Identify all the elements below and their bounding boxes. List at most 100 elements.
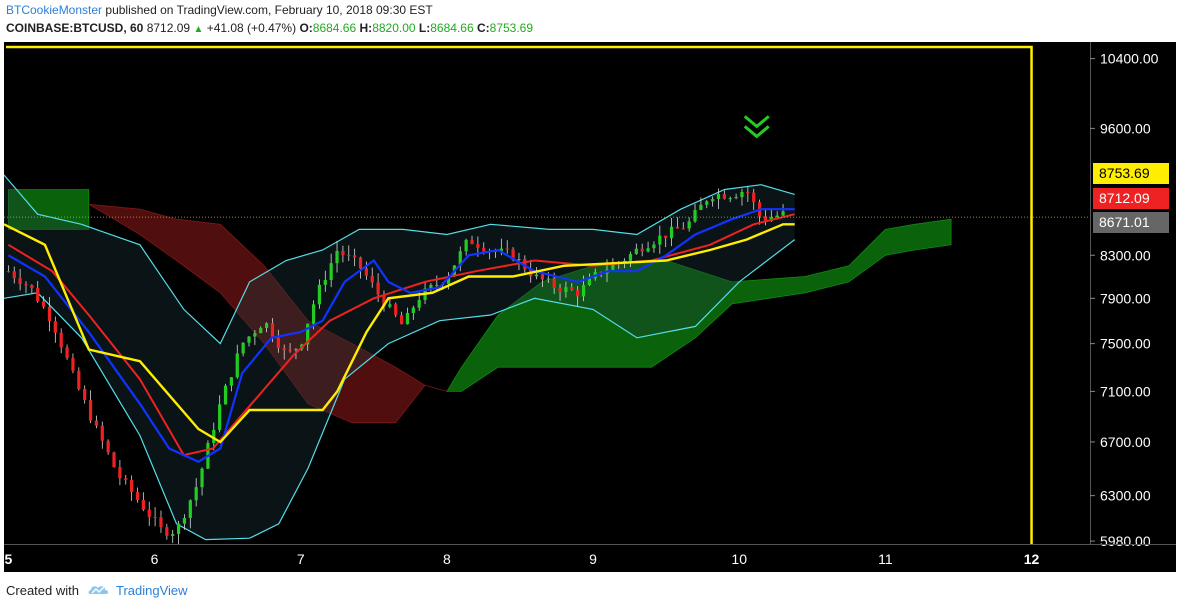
candle-body [194,487,198,501]
chart-area[interactable]: 5980.00 6300.00 6700.00 7100.00 7500.00 7900.… [3,42,1176,572]
candle-body [317,284,322,305]
candle-body [311,304,316,324]
price-tag-bg [1093,188,1169,209]
candle-body [699,204,703,210]
candle-body [223,385,228,405]
candle-body [552,278,556,288]
candle-body [306,323,310,345]
candle-body [182,517,187,524]
candle-body [88,399,93,421]
candle-body [218,404,222,430]
candle-body [77,370,81,390]
candle-body [646,248,650,252]
candle-body [100,425,104,441]
candle-body [270,323,275,338]
candle-body [347,254,351,256]
candle-body [41,301,46,307]
bollinger-upper-line [3,174,795,345]
candle-body [728,198,732,200]
candle-body [558,287,562,293]
candle-body [294,348,298,350]
publish-line: BTCookieMonster published on TradingView… [6,3,433,17]
ichimoku-cloud-bull-0 [7,189,90,230]
price-axis[interactable]: 5980.00 6300.00 6700.00 7100.00 7500.00 7900.… [1090,42,1169,549]
candle-body [264,323,269,329]
candle-body [118,467,122,479]
open-value: 8684.66 [312,21,357,35]
candle-body [36,288,40,302]
candle-body [511,249,515,261]
candle-body [435,284,439,286]
candle-body [200,468,204,488]
price-tick-label: 5980.00 [1100,533,1151,549]
price-tick-label: 10400.00 [1100,51,1159,67]
time-tick-label: 8 [443,551,451,567]
candle-body [24,284,28,286]
candle-body [229,377,234,386]
close-label: C: [476,21,490,35]
candle-body [405,312,410,325]
tradingview-link[interactable]: TradingView [116,583,188,598]
candle-body [775,215,779,218]
high-value: 8820.00 [372,21,416,35]
time-axis[interactable]: 5 6 7 8 9 10 11 12 [4,544,1176,568]
candle-body [628,253,633,261]
candle-body [740,191,744,198]
candle-body [159,517,163,528]
last-price: 8712.09 [146,21,191,35]
candle-body [212,429,216,443]
candle-body [482,247,486,252]
candle-body [564,287,568,293]
candle-body [247,336,251,343]
chart-header: BTCookieMonster published on TradingView… [0,0,1182,42]
price-chart-svg[interactable]: 5980.00 6300.00 6700.00 7100.00 7500.00 7900.… [3,42,1176,572]
candle-body [640,248,644,252]
candle-body [458,251,462,266]
candle-body [141,499,145,510]
ohlc-line: COINBASE:BTCUSD, 60 8712.09 ▲ +41.08 (+0… [6,21,533,35]
candle-body [411,307,415,313]
indicator-lines-layer [3,208,795,463]
candle-body [417,299,421,308]
candle-body [517,258,521,261]
time-tick-label: 10 [731,551,747,567]
candle-body [734,197,738,199]
author-link[interactable]: BTCookieMonster [6,3,103,17]
price-tick-label: 7100.00 [1100,383,1151,399]
candle-body [540,274,545,280]
price-tick-label: 9600.00 [1100,120,1151,136]
published-text: published on TradingView.com, February 1… [105,3,433,17]
candle-body [534,274,539,277]
candle-body [693,209,697,222]
candle-body [364,268,368,276]
candle-body [388,304,392,307]
candle-body [399,315,404,325]
candle-body [476,244,480,248]
up-arrow-icon: ▲ [193,24,204,35]
chevron-down-icon [743,125,770,139]
candle-body [165,527,169,536]
time-tick-label: 7 [297,551,305,567]
candle-body [523,258,527,270]
candle-body [382,294,386,307]
candle-body [124,478,128,480]
tradingview-logo-icon[interactable] [88,583,110,597]
candle-body [323,280,327,285]
candle-body [130,479,134,493]
candle-body [716,194,721,200]
candle-body [59,332,63,348]
candle-body [235,353,239,378]
candle-body [446,276,451,284]
symbol-label: COINBASE:BTCUSD, 60 [6,21,144,35]
candle-body [752,192,756,203]
candle-body [722,194,726,199]
candle-body [658,235,662,245]
candle-body [341,250,345,255]
price-change: +41.08 (+0.47%) [206,21,297,35]
candle-body [470,239,474,245]
candle-body [493,251,498,253]
low-label: L: [418,21,431,35]
price-tick-label: 6300.00 [1100,488,1151,504]
candle-body [570,287,574,291]
time-tick-label: 9 [589,551,597,567]
